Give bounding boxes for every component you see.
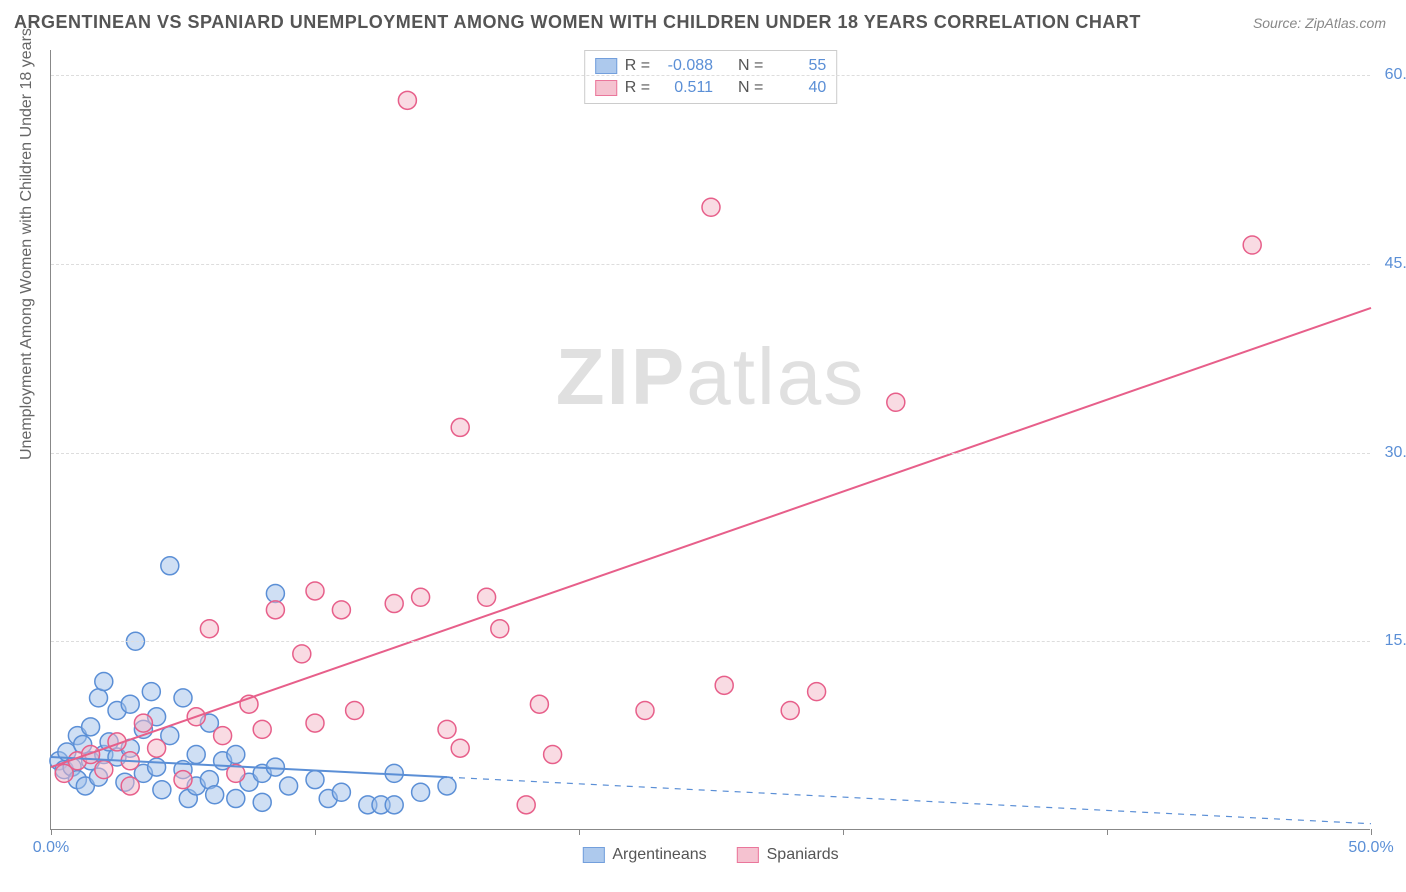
data-point [385, 796, 403, 814]
ytick-label: 30.0% [1385, 444, 1406, 462]
data-point [200, 620, 218, 638]
plot-area: ZIPatlas R = -0.088 N = 55 R = 0.511 N =… [50, 50, 1370, 830]
data-point [293, 645, 311, 663]
data-point [1243, 236, 1261, 254]
data-point [412, 783, 430, 801]
xtick-label: 0.0% [33, 839, 69, 857]
bottom-legend: Argentineans Spaniards [582, 846, 838, 864]
xtick-label: 50.0% [1348, 839, 1393, 857]
gridline [51, 75, 1370, 76]
data-point [385, 595, 403, 613]
data-point [266, 584, 284, 602]
plot-svg [51, 50, 1370, 829]
regression-line-extended [447, 777, 1371, 824]
data-point [451, 739, 469, 757]
data-point [174, 771, 192, 789]
source-label: Source: ZipAtlas.com [1253, 15, 1386, 31]
xtick [843, 829, 844, 835]
data-point [715, 676, 733, 694]
regression-line [51, 308, 1371, 767]
data-point [808, 683, 826, 701]
data-point [306, 582, 324, 600]
xtick [1371, 829, 1372, 835]
data-point [187, 746, 205, 764]
data-point [451, 418, 469, 436]
data-point [332, 601, 350, 619]
data-point [174, 689, 192, 707]
data-point [148, 758, 166, 776]
ytick-label: 15.0% [1385, 632, 1406, 650]
gridline [51, 453, 1370, 454]
legend-item-1: Argentineans [582, 846, 706, 864]
data-point [398, 91, 416, 109]
data-point [266, 601, 284, 619]
data-point [517, 796, 535, 814]
data-point [478, 588, 496, 606]
data-point [266, 758, 284, 776]
data-point [491, 620, 509, 638]
data-point [636, 701, 654, 719]
data-point [438, 720, 456, 738]
data-point [121, 695, 139, 713]
data-point [95, 761, 113, 779]
data-point [306, 714, 324, 732]
data-point [227, 790, 245, 808]
xtick [315, 829, 316, 835]
data-point [306, 771, 324, 789]
data-point [887, 393, 905, 411]
gridline [51, 264, 1370, 265]
data-point [227, 746, 245, 764]
data-point [702, 198, 720, 216]
data-point [412, 588, 430, 606]
data-point [214, 727, 232, 745]
data-point [253, 793, 271, 811]
legend-label-1: Argentineans [612, 846, 706, 864]
gridline [51, 641, 1370, 642]
data-point [95, 673, 113, 691]
swatch-spaniards [737, 847, 759, 863]
data-point [544, 746, 562, 764]
xtick [1107, 829, 1108, 835]
data-point [280, 777, 298, 795]
xtick [51, 829, 52, 835]
ytick-label: 45.0% [1385, 255, 1406, 273]
data-point [142, 683, 160, 701]
xtick [579, 829, 580, 835]
data-point [90, 689, 108, 707]
legend-label-2: Spaniards [767, 846, 839, 864]
data-point [121, 777, 139, 795]
data-point [332, 783, 350, 801]
data-point [161, 557, 179, 575]
chart-title: ARGENTINEAN VS SPANIARD UNEMPLOYMENT AMO… [14, 12, 1141, 33]
data-point [148, 739, 166, 757]
data-point [82, 718, 100, 736]
legend-item-2: Spaniards [737, 846, 839, 864]
swatch-argentineans [582, 847, 604, 863]
data-point [206, 786, 224, 804]
data-point [253, 720, 271, 738]
data-point [134, 714, 152, 732]
ytick-label: 60.0% [1385, 66, 1406, 84]
data-point [530, 695, 548, 713]
data-point [781, 701, 799, 719]
data-point [153, 781, 171, 799]
data-point [346, 701, 364, 719]
data-point [438, 777, 456, 795]
y-axis-label: Unemployment Among Women with Children U… [18, 28, 36, 460]
